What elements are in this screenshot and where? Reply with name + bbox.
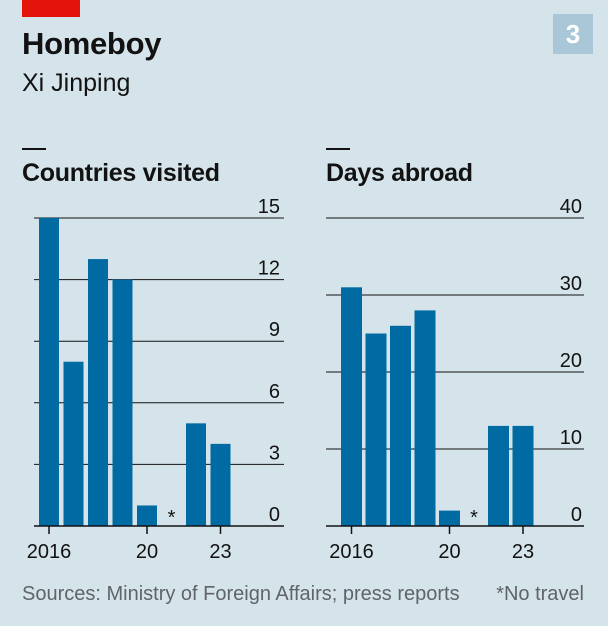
bar bbox=[137, 505, 157, 526]
chart-subtitle: Xi Jinping bbox=[22, 69, 131, 97]
sources-note: Sources: Ministry of Foreign Affairs; pr… bbox=[22, 583, 460, 605]
x-tick-label: 20 bbox=[136, 541, 158, 563]
bar bbox=[439, 510, 460, 526]
no-travel-marker: * bbox=[168, 507, 176, 529]
bar bbox=[39, 218, 59, 526]
no-travel-marker: * bbox=[470, 507, 478, 529]
panel-title: Countries visited bbox=[22, 159, 220, 187]
x-tick-label: 2016 bbox=[329, 541, 374, 563]
y-tick-label: 20 bbox=[560, 350, 582, 372]
panel-title: Days abroad bbox=[326, 159, 473, 187]
y-tick-label: 0 bbox=[269, 504, 280, 526]
y-tick-label: 3 bbox=[269, 442, 280, 464]
bar bbox=[512, 425, 534, 526]
bar bbox=[488, 425, 509, 526]
chart-number-badge: 3 bbox=[553, 14, 593, 54]
bar bbox=[63, 361, 84, 526]
chart-title: Homeboy bbox=[22, 26, 162, 61]
y-tick-label: 9 bbox=[269, 319, 280, 341]
bar bbox=[186, 423, 206, 526]
bar bbox=[414, 310, 436, 526]
y-tick-label: 15 bbox=[258, 196, 280, 218]
y-tick-label: 30 bbox=[560, 273, 582, 295]
y-tick-label: 40 bbox=[560, 196, 582, 218]
bar bbox=[365, 333, 387, 526]
y-tick-label: 6 bbox=[269, 381, 280, 403]
x-tick-label: 20 bbox=[438, 541, 460, 563]
bar bbox=[210, 443, 231, 526]
bar bbox=[88, 259, 108, 526]
y-tick-label: 12 bbox=[258, 258, 280, 280]
bar bbox=[341, 287, 362, 526]
no-travel-note: *No travel bbox=[496, 583, 584, 605]
x-tick-label: 23 bbox=[209, 541, 231, 563]
days-abroad-chart: Days abroad 0 10 20 30 40 * 2016 20 23 bbox=[326, 148, 584, 563]
x-tick-label: 23 bbox=[512, 541, 534, 563]
countries-visited-chart: Countries visited 0 3 6 9 12 15 * 2016 20 23 bbox=[22, 148, 284, 563]
brand-red-tag bbox=[22, 0, 80, 17]
y-tick-label: 10 bbox=[560, 427, 582, 449]
bar bbox=[390, 325, 411, 526]
y-tick-label: 0 bbox=[571, 504, 582, 526]
bar bbox=[112, 279, 133, 526]
x-tick-label: 2016 bbox=[27, 541, 72, 563]
